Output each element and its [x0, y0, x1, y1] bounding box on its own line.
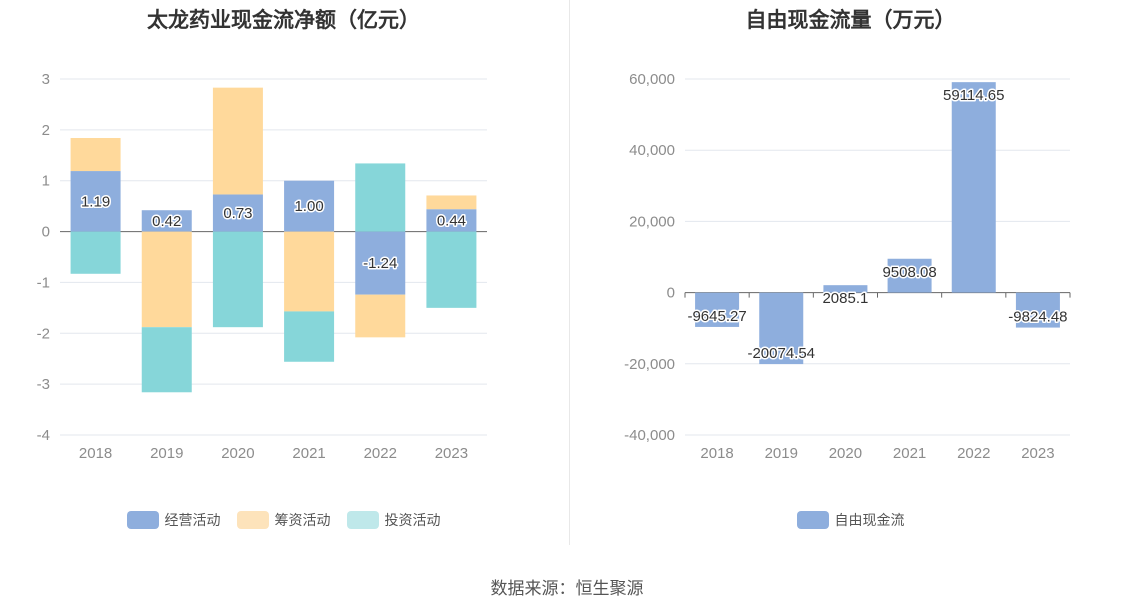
- data-label: 2085.1: [822, 290, 868, 307]
- legend-item[interactable]: 筹资活动: [236, 510, 331, 530]
- bar-经营活动-2018: [70, 171, 121, 232]
- x-tick-label: 2022: [364, 445, 397, 462]
- y-tick-label: -3: [37, 376, 50, 393]
- data-label: 0.73: [223, 205, 252, 222]
- data-label: -1.24: [363, 255, 397, 272]
- data-label: -20074.54: [747, 345, 815, 362]
- bar-经营活动-2020: [212, 194, 263, 232]
- x-tick-label: 2018: [79, 445, 112, 462]
- bar-投资活动-2023: [426, 231, 477, 308]
- bar-筹资活动-2023: [426, 195, 477, 210]
- y-tick-label: -2: [37, 325, 50, 342]
- legend-swatch: [346, 511, 379, 529]
- legend-label: 筹资活动: [274, 512, 331, 528]
- bar-筹资活动-2018: [70, 137, 121, 172]
- bar-经营活动-2021: [284, 180, 335, 232]
- data-label: 59114.65: [943, 87, 1004, 104]
- legend-swatch: [796, 511, 829, 529]
- right-chart-title: 自由现金流量（万元）: [745, 9, 956, 32]
- legend-label: 经营活动: [164, 512, 221, 528]
- x-tick-label: 2023: [435, 445, 468, 462]
- y-tick-label: -4: [37, 427, 50, 444]
- legend-item[interactable]: 经营活动: [126, 510, 221, 530]
- bar-投资活动-2022: [355, 163, 406, 232]
- right-chart-svg: 60,000 40,000 20,000 0 -20,000 -40,000 2018 201…: [624, 71, 1071, 462]
- y-tick-label: 3: [42, 71, 50, 88]
- bar-自由现金流-2021: [887, 258, 932, 293]
- y-tick-label: 60,000: [629, 71, 675, 88]
- bar-自由现金流-2023: [1015, 292, 1060, 328]
- y-tick-label: 0: [667, 285, 675, 302]
- y-tick-label: 40,000: [629, 142, 675, 159]
- legend-item[interactable]: 自由现金流: [796, 510, 905, 530]
- bar-筹资活动-2022: [355, 294, 406, 338]
- data-label: 9508.08: [882, 264, 936, 281]
- data-label: -9645.27: [687, 308, 746, 325]
- x-tick-label: 2023: [1021, 445, 1054, 462]
- right-chart-panel: 自由现金流量（万元） 60,000 40,000 20,000 0 -20,000 -40…: [567, 0, 1134, 560]
- bar-筹资活动-2019: [141, 231, 192, 328]
- x-tick-label: 2019: [765, 445, 798, 462]
- legend-label: 投资活动: [384, 512, 441, 528]
- panel-divider: [569, 0, 570, 545]
- data-label: 1.19: [81, 193, 110, 210]
- y-tick-label: -1: [37, 274, 50, 291]
- y-tick-label: 2: [42, 122, 50, 139]
- y-tick-label: -20,000: [624, 356, 675, 373]
- legend-swatch: [236, 511, 269, 529]
- data-label: 0.44: [437, 212, 466, 229]
- x-tick-label: 2018: [700, 445, 733, 462]
- bar-筹资活动-2020: [212, 87, 263, 195]
- x-tick-label: 2020: [829, 445, 862, 462]
- bar-经营活动-2023: [426, 209, 477, 232]
- y-tick-label: -40,000: [624, 427, 675, 444]
- bar-经营活动-2022: [355, 231, 406, 295]
- bar-自由现金流-2019: [759, 292, 804, 365]
- bar-自由现金流-2020: [823, 285, 868, 293]
- bar-自由现金流-2018: [695, 292, 740, 327]
- data-label: 1.00: [294, 198, 323, 215]
- y-tick-label: 0: [42, 224, 50, 241]
- x-tick-label: 2021: [893, 445, 926, 462]
- legend-swatch: [126, 511, 159, 529]
- x-tick-label: 2019: [150, 445, 183, 462]
- legend-label: 自由现金流: [834, 512, 905, 528]
- y-tick-label: 20,000: [629, 213, 675, 230]
- data-source-label: 数据来源：恒生聚源: [490, 579, 644, 598]
- left-chart-svg: 3 2 1 0 -1 -2 -3 -4 2018 2019 2020 2021 2022 2023 1.19…: [37, 71, 487, 462]
- data-label: 0.42: [152, 213, 181, 230]
- bar-自由现金流-2022: [951, 82, 996, 293]
- legend-item[interactable]: 投资活动: [346, 510, 441, 530]
- x-tick-label: 2022: [957, 445, 990, 462]
- left-chart-title: 太龙药业现金流净额（亿元）: [147, 9, 420, 32]
- bar-筹资活动-2021: [284, 231, 335, 312]
- bar-投资活动-2018: [70, 231, 121, 274]
- right-chart-legend: 自由现金流: [567, 510, 1134, 530]
- x-tick-label: 2021: [292, 445, 325, 462]
- bar-投资活动-2020: [212, 231, 263, 328]
- bar-投资活动-2021: [284, 311, 335, 362]
- bar-投资活动-2019: [141, 327, 192, 393]
- y-tick-label: 1: [42, 173, 50, 190]
- left-chart-panel: 太龙药业现金流净额（亿元） 3 2 1 0 -1 -2 -3 -4 2018 2019 2020 20…: [0, 0, 567, 560]
- left-chart-legend: 经营活动 筹资活动 投资活动: [0, 510, 567, 530]
- x-tick-label: 2020: [221, 445, 254, 462]
- bar-经营活动-2019: [141, 210, 192, 232]
- data-label: -9824.48: [1008, 309, 1067, 326]
